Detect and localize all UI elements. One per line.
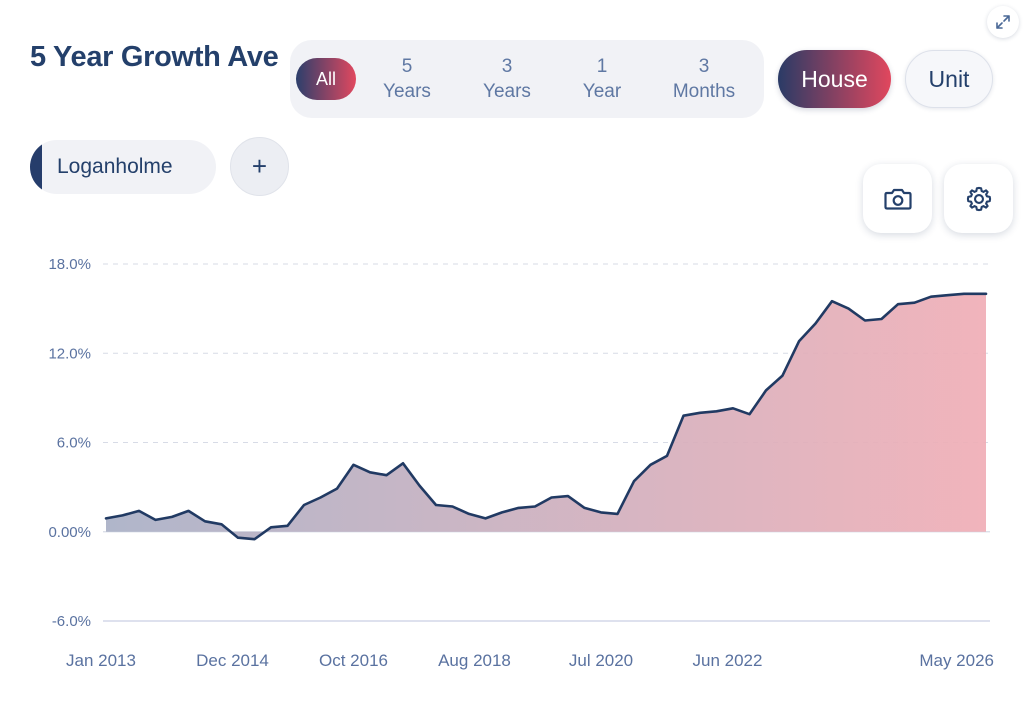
settings-button[interactable] — [944, 164, 1013, 233]
growth-chart: 18.0% 12.0% 6.0% 0.00% -6.0% Jan 2013 Dec 201… — [48, 256, 994, 670]
time-range-selector: All 5 Years 3 Years 1 Year 3 Months — [290, 40, 764, 118]
y-tick-label: 0.00% — [48, 524, 91, 541]
y-tick-label: -6.0% — [52, 613, 91, 630]
suburb-name: Loganholme — [57, 155, 173, 178]
y-tick-label: 12.0% — [48, 345, 91, 362]
range-5-years-button[interactable]: 5 Years — [383, 56, 431, 102]
y-tick-label: 18.0% — [48, 256, 91, 273]
expand-icon — [996, 15, 1010, 29]
add-suburb-button[interactable]: + — [230, 137, 289, 196]
x-tick-label: Dec 2014 — [196, 651, 269, 670]
house-toggle-button[interactable]: House — [778, 50, 891, 108]
x-tick-label: Aug 2018 — [438, 651, 511, 670]
range-3-years-button[interactable]: 3 Years — [483, 56, 531, 102]
x-tick-label: May 2026 — [919, 651, 994, 670]
suburb-color-marker — [30, 140, 42, 194]
range-3-months-button[interactable]: 3 Months — [672, 56, 736, 102]
page-title: 5 Year Growth Ave — [30, 41, 279, 73]
unit-toggle-button[interactable]: Unit — [905, 50, 993, 108]
range-all-button[interactable]: All — [296, 58, 356, 100]
x-tick-label: Jan 2013 — [66, 651, 136, 670]
series-area — [106, 293, 986, 540]
x-tick-label: Oct 2016 — [319, 651, 388, 670]
gear-icon — [966, 186, 991, 211]
series-line[interactable] — [104, 292, 988, 541]
expand-button[interactable] — [987, 6, 1019, 38]
x-tick-label: Jun 2022 — [693, 651, 763, 670]
screenshot-button[interactable] — [863, 164, 932, 233]
range-1-year-button[interactable]: 1 Year — [582, 56, 622, 102]
suburb-chip[interactable]: Loganholme — [30, 140, 216, 194]
camera-icon — [883, 188, 912, 210]
y-tick-label: 6.0% — [57, 435, 91, 452]
x-tick-label: Jul 2020 — [569, 651, 633, 670]
